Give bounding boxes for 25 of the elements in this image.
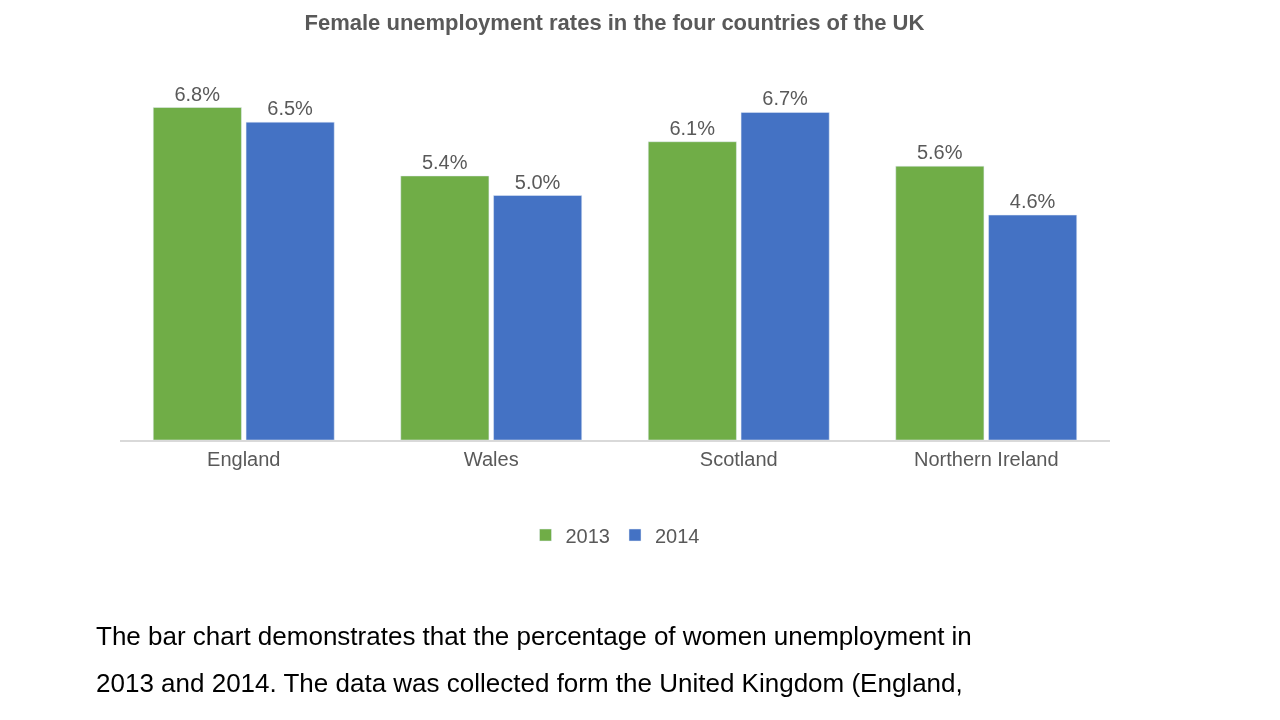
x-tick-label: Scotland	[699, 448, 778, 470]
data-label: 6.7%	[762, 87, 809, 110]
data-label: 6.8%	[174, 82, 221, 105]
data-label: 4.6%	[1009, 190, 1056, 213]
legend-label: 2014	[655, 524, 700, 547]
legend-label: 2013	[565, 524, 610, 547]
data-label: 5.6%	[916, 141, 963, 164]
bar	[988, 214, 1077, 440]
x-tick-label: Wales	[463, 448, 519, 470]
bar	[153, 107, 242, 440]
data-label: 6.1%	[669, 116, 716, 139]
text: 2013 and 2014. The data was collected form the United Kingdom (England,	[96, 668, 963, 698]
data-label: 5.4%	[421, 150, 468, 173]
data-label: 6.5%	[267, 97, 314, 120]
data-label: 5.0%	[514, 170, 561, 193]
bar	[895, 165, 985, 440]
bar	[648, 141, 737, 440]
bar	[245, 121, 335, 440]
bar	[740, 112, 830, 440]
x-tick-label: England	[207, 448, 281, 470]
x-tick-label: Northern Ireland	[913, 448, 1059, 470]
text: The bar chart demonstrates that the percentage of women unemployment in	[96, 621, 972, 651]
bar	[400, 175, 490, 440]
chart-title: Female unemployment rates in the four countries of the UK	[304, 9, 925, 35]
bar	[493, 195, 582, 440]
